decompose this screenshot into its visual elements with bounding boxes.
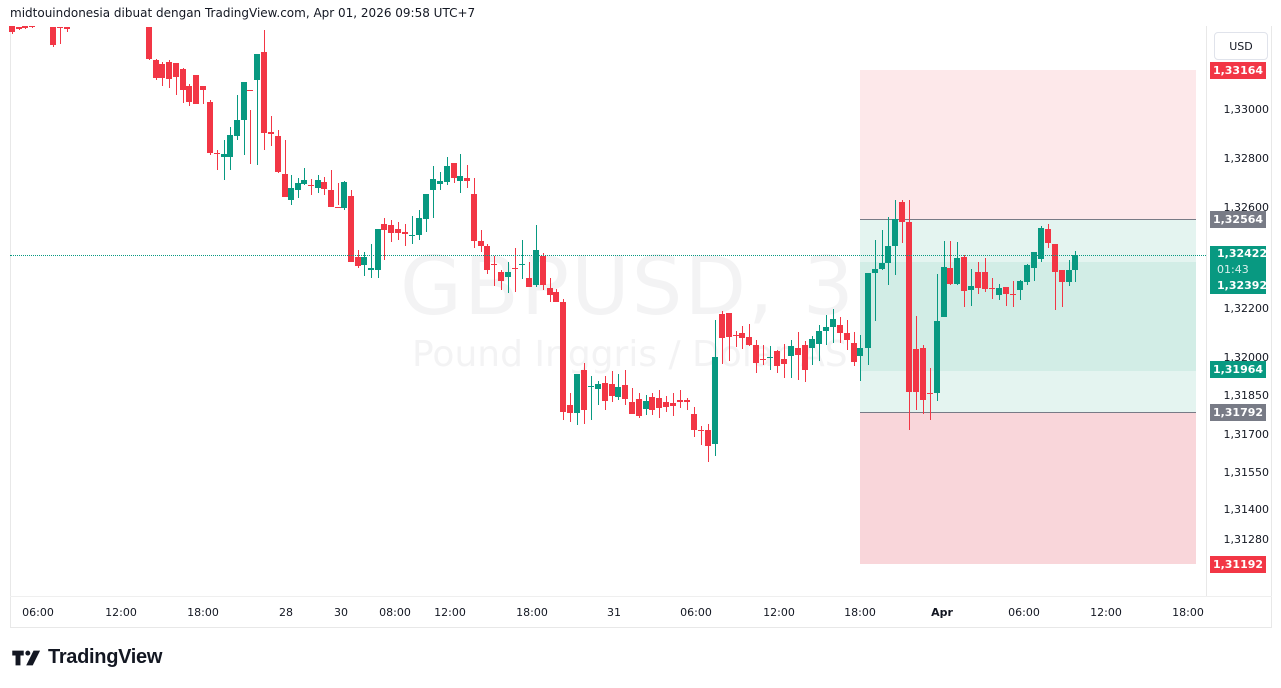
target-mid-price-tag: 1,31964 (1210, 361, 1266, 378)
price-axis-label: 1,32800 (1223, 152, 1270, 165)
price-axis-divider (1206, 26, 1207, 596)
current-price-value: 1,32422 (1217, 247, 1268, 260)
time-axis-label: 12:00 (434, 606, 466, 619)
price-axis-label: 1,32000 (1223, 351, 1270, 364)
time-axis-label: 06:00 (1008, 606, 1040, 619)
current-price-tag: 1,32422 01:43 1,32392 (1210, 246, 1268, 294)
time-axis-label: 18:00 (187, 606, 219, 619)
stop-zone-lower[interactable] (860, 412, 1196, 564)
bar-countdown: 01:43 (1217, 263, 1249, 276)
tradingview-logo[interactable]: TradingView (12, 646, 162, 669)
entry-top-line (860, 219, 1196, 220)
price-axis-label: 1,32600 (1223, 201, 1270, 214)
candlestick-series (9, 26, 1078, 462)
stop-zone-upper[interactable] (860, 70, 1196, 219)
time-axis-label: Apr (931, 606, 953, 619)
time-axis-divider (10, 596, 1272, 597)
time-axis-label: 12:00 (763, 606, 795, 619)
entry-bottom-line (860, 412, 1196, 413)
chart-header: midtouindonesia dibuat dengan TradingVie… (10, 6, 476, 20)
stop-bottom-price-tag: 1,31192 (1210, 556, 1266, 573)
price-axis-label: 1,31550 (1223, 466, 1270, 479)
price-axis-label: 1,33000 (1223, 103, 1270, 116)
chart-frame (10, 26, 1272, 628)
price-axis-label: 1,31400 (1223, 503, 1270, 516)
tradingview-logo-icon (12, 650, 41, 665)
time-axis-label: 30 (334, 606, 348, 619)
time-axis-label: 28 (279, 606, 293, 619)
tradingview-logo-text: TradingView (48, 646, 163, 668)
price-axis-label: 1,31850 (1223, 389, 1270, 402)
time-axis-label: 06:00 (680, 606, 712, 619)
time-axis-label: 06:00 (22, 606, 54, 619)
entry-top-price-tag: 1,32564 (1210, 211, 1266, 228)
time-axis-label: 31 (607, 606, 621, 619)
entry-price-value: 1,32392 (1217, 279, 1268, 292)
price-axis-label: 1,31700 (1223, 428, 1270, 441)
time-axis-label: 18:00 (516, 606, 548, 619)
price-axis-label: 1,32200 (1223, 302, 1270, 315)
stop-top-price-tag: 1,33164 (1210, 62, 1266, 79)
time-axis-label: 12:00 (105, 606, 137, 619)
target-zone-upper[interactable] (860, 219, 1196, 262)
current-price-line (10, 255, 1206, 256)
time-axis-label: 18:00 (844, 606, 876, 619)
entry-bottom-price-tag: 1,31792 (1210, 404, 1266, 421)
currency-button[interactable]: USD (1214, 32, 1268, 60)
time-axis-label: 12:00 (1090, 606, 1122, 619)
time-axis-label: 08:00 (379, 606, 411, 619)
price-axis-label: 1,31280 (1223, 533, 1270, 546)
time-axis-label: 18:00 (1172, 606, 1204, 619)
